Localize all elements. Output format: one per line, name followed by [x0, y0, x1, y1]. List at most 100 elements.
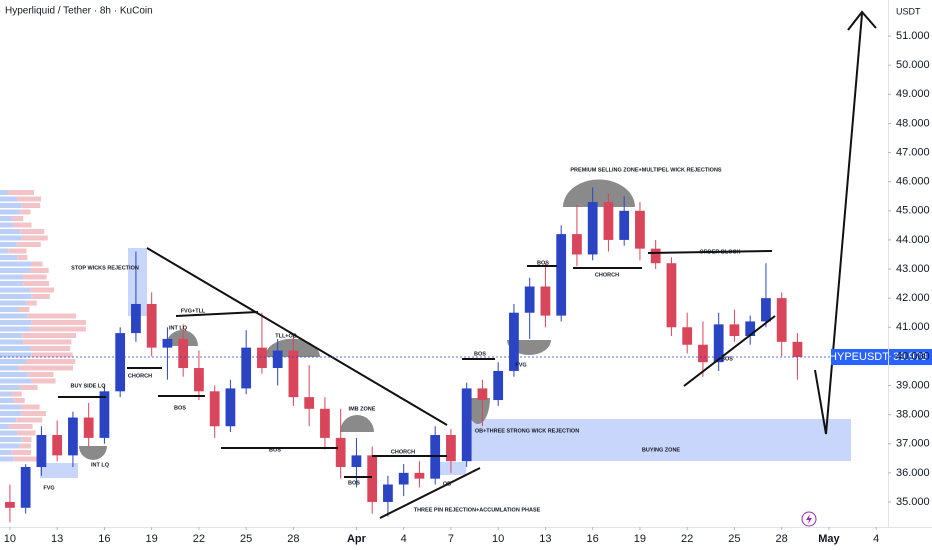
profile-bar	[0, 294, 32, 299]
profile-bar	[23, 339, 72, 345]
candle-body	[619, 210, 630, 240]
x-tick-label: 25	[240, 533, 252, 545]
liquidity-dome	[563, 179, 635, 207]
candle-body	[83, 417, 94, 438]
profile-bar	[0, 281, 24, 286]
profile-bar	[20, 404, 40, 410]
x-tick-label: Apr	[347, 533, 367, 545]
candle-body	[540, 286, 551, 316]
profile-bar	[0, 365, 19, 371]
profile-bar	[0, 268, 30, 273]
profile-bar	[23, 281, 50, 286]
candle-body	[225, 388, 236, 427]
annotation: OB	[443, 481, 451, 487]
y-tick-label: 48.000	[896, 117, 930, 129]
liquidity-dome	[79, 446, 107, 460]
zone-box	[128, 248, 147, 316]
zone-box	[437, 462, 466, 475]
profile-bar	[0, 261, 32, 267]
zone-box	[40, 463, 78, 478]
profile-bar	[0, 216, 13, 221]
x-tick-label: 4	[401, 533, 407, 545]
y-tick-label: 42.000	[896, 292, 930, 304]
x-tick-label: 16	[98, 533, 110, 545]
annotation: FVG	[515, 362, 526, 368]
annotation: BUYING ZONE	[642, 447, 681, 453]
profile-bar	[0, 430, 18, 436]
annotation: FVG+TLL	[181, 308, 206, 314]
profile-bar	[30, 346, 71, 351]
candle-body	[666, 263, 677, 328]
profile-bar	[0, 242, 17, 247]
annotation: ORDER BLOCK	[700, 249, 741, 255]
profile-bar	[0, 398, 14, 403]
profile-bar	[0, 190, 8, 195]
profile-bar	[0, 372, 28, 377]
candle-body	[131, 303, 141, 334]
candle-body	[698, 344, 708, 363]
profile-bar	[11, 450, 31, 455]
profile-bar	[16, 417, 43, 423]
projection-arrow	[814, 13, 863, 435]
profile-bar	[0, 404, 21, 410]
annotation: BOS	[537, 260, 549, 266]
profile-bar	[0, 456, 14, 462]
x-tick-label: 22	[193, 533, 205, 545]
annotation: PREMIUM SELLING ZONE+MULTIPEL WICK REJEC…	[570, 167, 722, 173]
candle-body	[20, 467, 31, 508]
candle-body	[572, 234, 582, 255]
candle-body	[241, 347, 252, 389]
trend-line	[683, 315, 776, 387]
profile-bar	[12, 222, 32, 228]
liquidity-dome	[166, 330, 198, 346]
profile-bar	[27, 372, 54, 377]
profile-bar	[0, 359, 27, 364]
x-tick-label: 19	[634, 533, 646, 545]
candle-body	[792, 341, 803, 358]
profile-bar	[0, 320, 32, 325]
profile-bar	[8, 248, 27, 254]
x-tick-label: 22	[681, 533, 693, 545]
profile-bar	[31, 352, 73, 358]
candle-body	[99, 391, 110, 438]
last-price-tag	[889, 349, 932, 366]
profile-bar	[0, 424, 9, 429]
candle-body	[288, 350, 299, 398]
profile-bar	[0, 255, 18, 260]
level-line	[175, 311, 259, 317]
y-tick-label: 41.000	[896, 321, 930, 333]
y-tick-label: 49.000	[896, 88, 930, 100]
y-tick-label: 38.000	[896, 409, 930, 421]
profile-bar	[0, 326, 30, 332]
profile-bar	[0, 196, 18, 202]
candle-body	[209, 391, 220, 427]
annotation: OB+THREE STRONG WICK REJECTION	[475, 428, 579, 434]
candle-body	[351, 455, 362, 468]
candle-body	[178, 338, 189, 369]
candle-body	[493, 370, 504, 401]
profile-bar	[20, 229, 45, 234]
drawings	[58, 10, 877, 519]
profile-bar	[0, 339, 24, 345]
y-tick-label: 46.000	[896, 176, 930, 188]
profile-bar	[18, 307, 30, 312]
profile-bar	[21, 437, 32, 442]
candle-body	[682, 327, 693, 345]
profile-bar	[17, 430, 36, 436]
candle-body	[650, 248, 661, 264]
annotation: IMB ZONE	[349, 406, 376, 412]
x-tick-label: 28	[287, 533, 299, 545]
annotation: BOS	[474, 351, 486, 357]
annotation: FVG	[43, 485, 54, 491]
profile-bar	[20, 209, 31, 215]
profile-bar	[0, 222, 13, 228]
candle-body	[398, 472, 409, 485]
profile-bar	[0, 229, 21, 234]
candle-body	[194, 368, 204, 392]
y-tick-label: 39.000	[896, 379, 930, 391]
profile-bar	[0, 235, 22, 241]
candle-body	[713, 324, 724, 363]
profile-bar	[0, 437, 22, 442]
x-tick-label: 25	[728, 533, 740, 545]
